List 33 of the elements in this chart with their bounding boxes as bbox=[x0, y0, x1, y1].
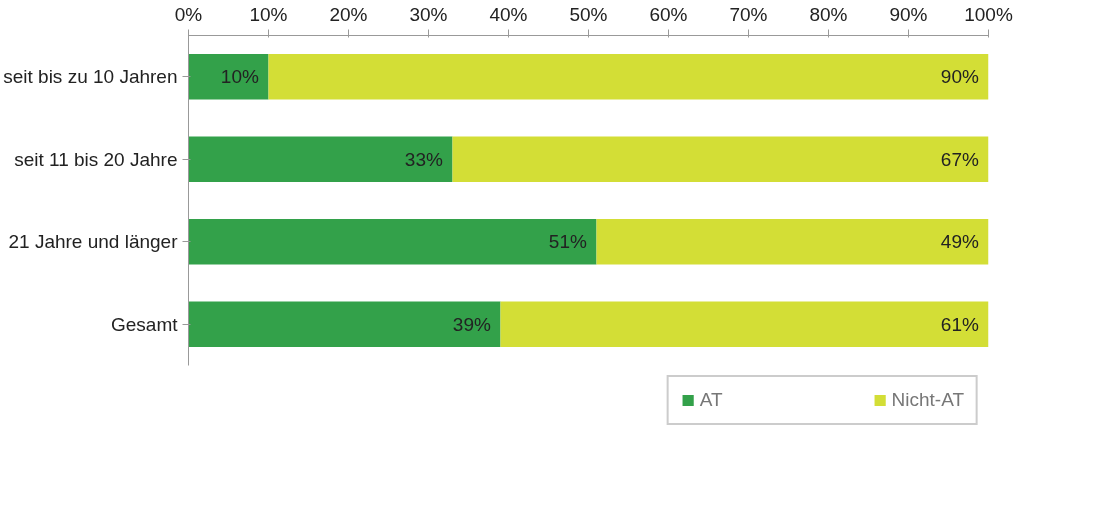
y-tick-label: Gesamt bbox=[110, 313, 179, 335]
data-label: 51% bbox=[548, 231, 588, 253]
x-tick-label: 10% bbox=[249, 3, 288, 25]
bar bbox=[188, 301, 501, 347]
bar bbox=[188, 54, 269, 100]
x-tick-label: 60% bbox=[649, 3, 688, 25]
y-tick-label: seit bis zu 10 Jahren bbox=[3, 66, 178, 88]
bar bbox=[596, 219, 989, 265]
legend-label: Nicht-AT bbox=[891, 389, 964, 411]
data-label: 49% bbox=[940, 231, 980, 253]
bar bbox=[500, 301, 989, 347]
x-tick-label: 100% bbox=[964, 3, 1013, 25]
x-tick-label: 80% bbox=[809, 3, 848, 25]
bar bbox=[188, 136, 453, 182]
data-label: 90% bbox=[940, 66, 980, 88]
data-label: 33% bbox=[404, 148, 444, 170]
data-label: 61% bbox=[940, 313, 980, 335]
x-tick-label: 40% bbox=[489, 3, 528, 25]
x-tick-label: 20% bbox=[329, 3, 368, 25]
data-label: 67% bbox=[940, 148, 980, 170]
x-tick-label: 70% bbox=[729, 3, 768, 25]
data-label: 39% bbox=[452, 313, 492, 335]
y-tick-label: seit 11 bis 20 Jahre bbox=[14, 148, 178, 170]
x-tick-label: 30% bbox=[409, 3, 448, 25]
bar bbox=[268, 54, 989, 100]
bar bbox=[188, 219, 597, 265]
x-tick-label: 50% bbox=[569, 3, 608, 25]
x-tick-label: 90% bbox=[889, 3, 928, 25]
x-tick-label: 0% bbox=[174, 3, 203, 25]
data-label: 10% bbox=[220, 66, 260, 88]
legend-label: AT bbox=[699, 389, 723, 411]
bar bbox=[452, 136, 989, 182]
y-tick-label: 21 Jahre und länger bbox=[8, 231, 179, 253]
